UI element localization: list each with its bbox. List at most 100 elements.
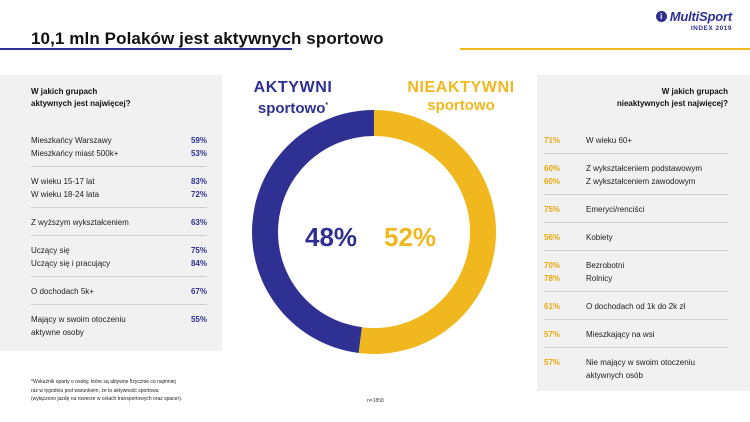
logo-name: MultiSport bbox=[669, 9, 732, 24]
inactive-group-label: Bezrobotni bbox=[586, 261, 625, 270]
inactive-group-value: 56% bbox=[544, 233, 561, 242]
inactive-group: 56% Kobiety bbox=[544, 223, 728, 251]
active-group: Z wyższym wykształceniem 63% bbox=[31, 208, 207, 236]
active-group-value: 72% bbox=[190, 190, 207, 199]
inactive-group-label: W wieku 60+ bbox=[586, 136, 633, 145]
active-percentage: 48% bbox=[305, 222, 358, 252]
activity-donut-chart bbox=[252, 110, 497, 354]
inactive-group-value: 57% bbox=[544, 330, 561, 339]
inactive-group-row: aktywnych osób bbox=[544, 369, 728, 382]
inactive-group-row: 60% Z wykształceniem podstawowym bbox=[544, 162, 728, 175]
active-group-row: Mieszkańcy miast 500k+ 53% bbox=[31, 147, 207, 160]
active-group-row: Mieszkańcy Warszawy 59% bbox=[31, 134, 207, 147]
active-group-row: O dochodach 5k+ 67% bbox=[31, 285, 207, 298]
inactive-label-main: NIEAKTYWNI bbox=[407, 79, 515, 96]
active-group-row: aktywne osoby bbox=[31, 326, 207, 339]
active-label-sub: sportowo bbox=[257, 100, 326, 117]
inactive-group-row: 56% Kobiety bbox=[544, 231, 728, 244]
inactive-group-row: 61% O dochodach od 1k do 2k zł bbox=[544, 300, 728, 313]
active-group-label: Mieszkańcy miast 500k+ bbox=[31, 149, 119, 158]
inactive-group-label: Rolnicy bbox=[586, 274, 613, 283]
active-group-label: W wieku 15-17 lat bbox=[31, 177, 95, 186]
active-group-label: Mieszkańcy Warszawy bbox=[31, 136, 112, 145]
donut-slice-active bbox=[252, 110, 374, 354]
active-group-value: 83% bbox=[190, 177, 207, 186]
inactive-group-value: 60% bbox=[544, 164, 561, 173]
active-group-row: Z wyższym wykształceniem 63% bbox=[31, 216, 207, 229]
sample-size: n=1858 bbox=[367, 398, 384, 404]
inactive-group: 61% O dochodach od 1k do 2k zł bbox=[544, 292, 728, 320]
inactive-group-row: 60% Z wykształceniem zawodowym bbox=[544, 175, 728, 188]
active-group-value: 67% bbox=[190, 287, 207, 296]
inactive-group-label: Kobiety bbox=[586, 233, 613, 242]
active-group-value: 84% bbox=[190, 259, 207, 268]
active-groups-list: Mieszkańcy Warszawy 59% Mieszkańcy miast 5… bbox=[31, 126, 207, 345]
active-group-label: aktywne osoby bbox=[31, 328, 84, 337]
inactive-group-value bbox=[544, 369, 586, 382]
active-label-footnote-mark: * bbox=[325, 102, 329, 109]
active-group: Uczący się 75% Uczący się i pracujący 84% bbox=[31, 236, 207, 277]
active-group-value: 75% bbox=[190, 246, 207, 255]
inactive-group-row: 70% Bezrobotni bbox=[544, 259, 728, 272]
active-group: Mieszkańcy Warszawy 59% Mieszkańcy miast 5… bbox=[31, 126, 207, 167]
inactive-group-value: 60% bbox=[544, 177, 561, 186]
inactive-group: 70% Bezrobotni 78% Rolnicy bbox=[544, 251, 728, 292]
active-connector-line bbox=[0, 48, 292, 50]
active-group: W wieku 15-17 lat 83% W wieku 18-24 lata 72… bbox=[31, 167, 207, 208]
inactive-group-label: Z wykształceniem zawodowym bbox=[586, 177, 696, 186]
active-group-row: W wieku 15-17 lat 83% bbox=[31, 175, 207, 188]
inactive-group: 75% Emeryci/renciści bbox=[544, 195, 728, 223]
inactive-groups-heading: W jakich grupach nieaktywnych jest najwi… bbox=[616, 87, 728, 108]
inactive-connector-line bbox=[460, 48, 750, 50]
donut-slice-inactive bbox=[358, 110, 497, 354]
active-group-label: O dochodach 5k+ bbox=[31, 287, 94, 296]
active-group-value: 55% bbox=[190, 315, 207, 324]
inactive-group-value: 75% bbox=[544, 205, 561, 214]
active-group-label: Mający w swoim otoczeniu bbox=[31, 315, 126, 324]
active-group-label: Z wyższym wykształceniem bbox=[31, 218, 129, 227]
active-group-row: Uczący się 75% bbox=[31, 244, 207, 257]
inactive-group-value: 71% bbox=[544, 136, 561, 145]
inactive-group: 57% Mieszkający na wsi bbox=[544, 320, 728, 348]
inactive-group: 71% W wieku 60+ bbox=[544, 126, 728, 154]
active-group-row: Mający w swoim otoczeniu 55% bbox=[31, 313, 207, 326]
inactive-group-value: 61% bbox=[544, 302, 561, 311]
active-category-label: AKTYWNI sportowo* bbox=[238, 79, 348, 118]
active-group: O dochodach 5k+ 67% bbox=[31, 277, 207, 305]
logo-subtitle: INDEX 2019 bbox=[690, 25, 732, 32]
inactive-group-row: 57% Nie mający w swoim otoczeniu bbox=[544, 356, 728, 369]
active-group-label: W wieku 18-24 lata bbox=[31, 190, 100, 199]
inactive-group-row: 75% Emeryci/renciści bbox=[544, 203, 728, 216]
active-groups-panel: W jakich grupach aktywnych jest najwięce… bbox=[0, 75, 222, 351]
inactive-group-label: Nie mający w swoim otoczeniu bbox=[586, 358, 695, 367]
inactive-group-row: 71% W wieku 60+ bbox=[544, 134, 728, 147]
inactive-group: 60% Z wykształceniem podstawowym 60% Z wyks… bbox=[544, 154, 728, 195]
inactive-groups-panel: W jakich grupach nieaktywnych jest najwi… bbox=[537, 75, 750, 391]
inactive-group-label: aktywnych osób bbox=[586, 371, 643, 380]
inactive-groups-list: 71% W wieku 60+ 60% Z wykształceniem podsta… bbox=[544, 126, 728, 388]
active-label-main: AKTYWNI bbox=[253, 79, 333, 96]
inactive-group-label: O dochodach od 1k do 2k zł bbox=[586, 302, 686, 311]
inactive-percentage: 52% bbox=[384, 222, 437, 252]
inactive-group-value: 70% bbox=[544, 261, 561, 270]
inactive-group-row: 57% Mieszkający na wsi bbox=[544, 328, 728, 341]
inactive-label-sub: sportowo bbox=[427, 97, 495, 114]
active-group-row: Uczący się i pracujący 84% bbox=[31, 257, 207, 270]
active-group-label: Uczący się bbox=[31, 246, 70, 255]
inactive-group-value: 57% bbox=[544, 358, 561, 367]
inactive-group: 57% Nie mający w swoim otoczeniu aktywnych… bbox=[544, 348, 728, 388]
active-group-value: 53% bbox=[190, 149, 207, 158]
active-group: Mający w swoim otoczeniu 55% aktywne osoby bbox=[31, 305, 207, 345]
inactive-group-row: 78% Rolnicy bbox=[544, 272, 728, 285]
inactive-group-label: Emeryci/renciści bbox=[586, 205, 645, 214]
active-group-label: Uczący się i pracujący bbox=[31, 259, 111, 268]
page-title: 10,1 mln Polaków jest aktywnych sportowo bbox=[31, 29, 384, 48]
logo-mark-icon: i bbox=[655, 11, 667, 22]
active-groups-heading: W jakich grupach aktywnych jest najwięce… bbox=[31, 87, 131, 108]
active-group-row: W wieku 18-24 lata 72% bbox=[31, 188, 207, 201]
inactive-category-label: NIEAKTYWNI sportowo bbox=[396, 79, 526, 115]
inactive-group-label: Mieszkający na wsi bbox=[586, 330, 655, 339]
inactive-group-label: Z wykształceniem podstawowym bbox=[586, 164, 703, 173]
inactive-group-value: 78% bbox=[544, 274, 561, 283]
active-group-value: 59% bbox=[190, 136, 207, 145]
